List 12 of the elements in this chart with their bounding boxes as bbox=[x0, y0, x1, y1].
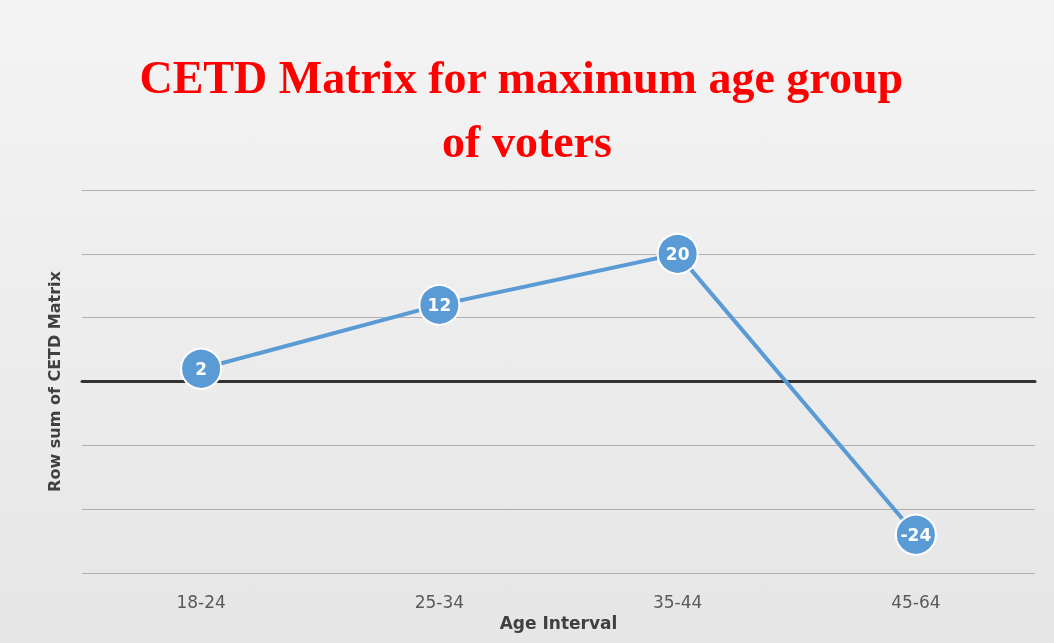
data-label: 12 bbox=[427, 294, 452, 315]
chart-title: CETD Matrix for maximum age group of voters bbox=[139, 51, 915, 167]
x-tick-label: 45-64 bbox=[891, 591, 941, 612]
x-axis-title: Age Interval bbox=[499, 613, 618, 634]
y-axis-title: Row sum of CETD Matrix bbox=[44, 270, 64, 492]
x-tick-label: 35-44 bbox=[652, 591, 703, 612]
data-label: -24 bbox=[900, 524, 932, 545]
data-label: 20 bbox=[665, 243, 690, 264]
x-tick-label: 25-34 bbox=[414, 591, 465, 612]
point bbox=[180, 347, 223, 390]
data-label: 2 bbox=[195, 358, 208, 379]
x-tick-label: 18-24 bbox=[176, 591, 226, 612]
